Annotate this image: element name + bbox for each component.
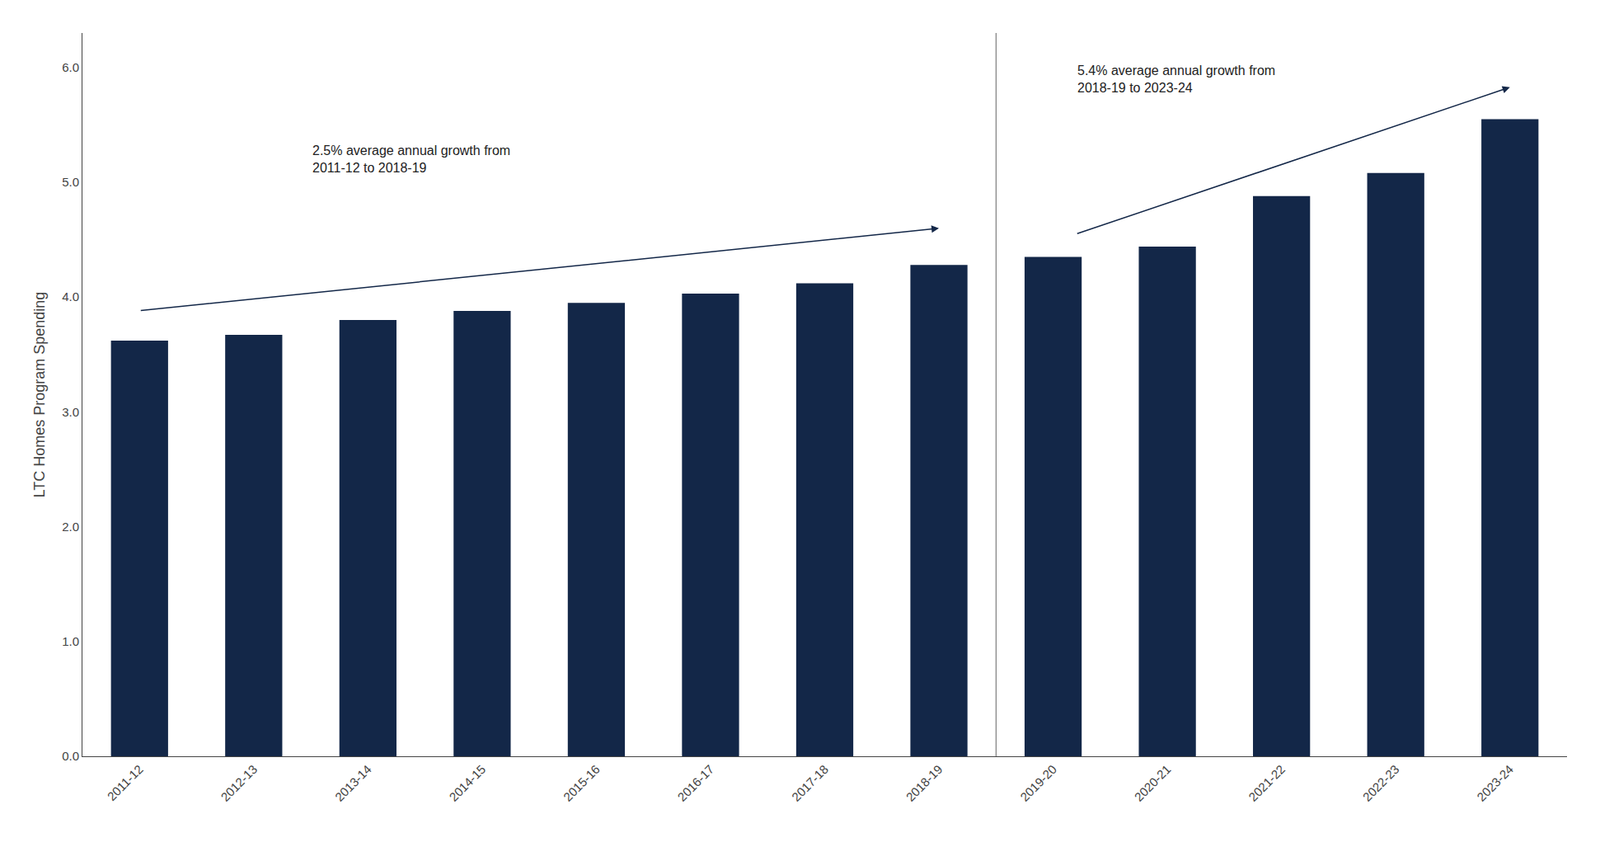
svg-text:2015-16: 2015-16 xyxy=(560,761,603,804)
svg-text:2020-21: 2020-21 xyxy=(1131,761,1174,804)
svg-text:LTC Homes Program Spending: LTC Homes Program Spending xyxy=(31,291,48,498)
svg-text:2023-24: 2023-24 xyxy=(1473,761,1516,804)
svg-text:5.4% average annual growth fro: 5.4% average annual growth from2018-19 t… xyxy=(1077,63,1276,95)
svg-text:0.0: 0.0 xyxy=(61,748,80,763)
svg-text:2.0: 2.0 xyxy=(61,519,80,534)
svg-text:2013-14: 2013-14 xyxy=(332,761,375,804)
svg-text:2017-18: 2017-18 xyxy=(788,761,831,804)
svg-text:5.0: 5.0 xyxy=(61,174,80,189)
svg-text:4.0: 4.0 xyxy=(61,289,80,304)
svg-text:2016-17: 2016-17 xyxy=(674,761,717,804)
svg-text:2.5% average annual growth fro: 2.5% average annual growth from2011-12 t… xyxy=(312,143,511,175)
svg-text:1.0: 1.0 xyxy=(61,633,80,648)
svg-text:2018-19: 2018-19 xyxy=(903,761,946,804)
svg-text:6.0: 6.0 xyxy=(61,60,80,75)
svg-text:2021-22: 2021-22 xyxy=(1245,761,1288,804)
svg-text:2012-13: 2012-13 xyxy=(217,761,260,804)
svg-text:2014-15: 2014-15 xyxy=(445,761,488,804)
svg-text:2011-12: 2011-12 xyxy=(104,761,146,803)
svg-text:3.0: 3.0 xyxy=(61,404,80,419)
svg-text:2019-20: 2019-20 xyxy=(1017,761,1060,804)
svg-text:2022-23: 2022-23 xyxy=(1360,761,1403,804)
